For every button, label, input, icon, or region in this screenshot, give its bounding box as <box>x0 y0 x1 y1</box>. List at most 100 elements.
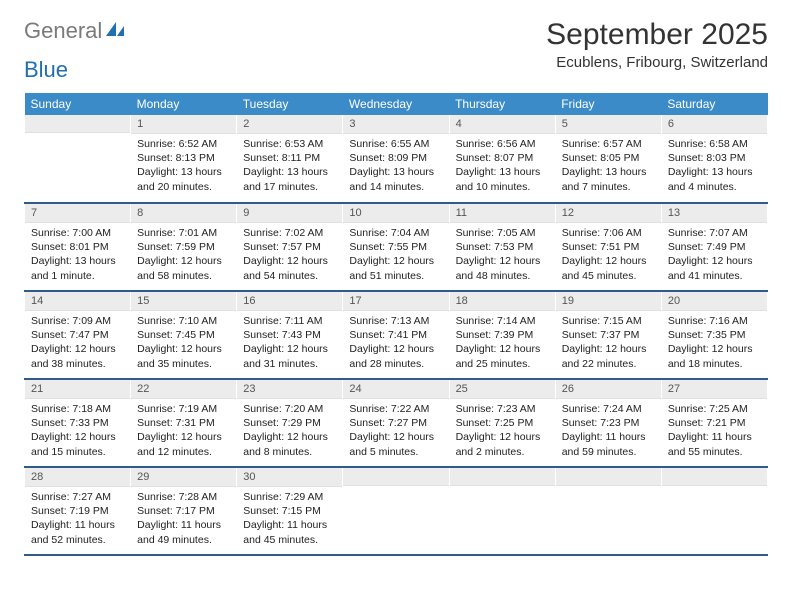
calendar-cell: 22Sunrise: 7:19 AMSunset: 7:31 PMDayligh… <box>131 379 237 467</box>
day-number: 22 <box>131 380 236 399</box>
sunset-text: Sunset: 7:39 PM <box>456 328 549 342</box>
sunrise-text: Sunrise: 6:58 AM <box>668 137 761 151</box>
sunset-text: Sunset: 7:37 PM <box>562 328 655 342</box>
daylight-text: Daylight: 11 hours and 49 minutes. <box>137 518 230 546</box>
calendar-cell: 12 Sunrise: 7:06 AMSunset: 7:51 PMDayligh… <box>555 203 661 291</box>
daylight-text: Daylight: 12 hours and 18 minutes. <box>668 342 761 370</box>
day-number: 12 <box>556 204 661 223</box>
sunset-text: Sunset: 8:11 PM <box>243 151 336 165</box>
sunrise-text: Sunrise: 6:57 AM <box>562 137 655 151</box>
day-details: Sunrise: 7:28 AMSunset: 7:17 PMDaylight:… <box>131 487 236 551</box>
daylight-text: Daylight: 12 hours and 58 minutes. <box>137 254 230 282</box>
daylight-text: Daylight: 12 hours and 12 minutes. <box>137 430 230 458</box>
sunset-text: Sunset: 7:57 PM <box>243 240 336 254</box>
sunset-text: Sunset: 7:51 PM <box>562 240 655 254</box>
day-number: 30 <box>237 468 342 487</box>
day-number: 17 <box>343 292 448 311</box>
title-block: September 2025 Ecublens, Fribourg, Switz… <box>546 18 768 71</box>
day-number: 9 <box>237 204 342 223</box>
calendar-cell: 16Sunrise: 7:11 AMSunset: 7:43 PMDayligh… <box>237 291 343 379</box>
daylight-text: Daylight: 12 hours and 31 minutes. <box>243 342 336 370</box>
sunset-text: Sunset: 7:21 PM <box>668 416 761 430</box>
calendar-cell: 9Sunrise: 7:02 AMSunset: 7:57 PMDaylight… <box>237 203 343 291</box>
day-number: 14 <box>25 292 130 311</box>
day-number: 8 <box>131 204 236 223</box>
daylight-text: Daylight: 12 hours and 8 minutes. <box>243 430 336 458</box>
month-title: September 2025 <box>546 18 768 52</box>
sunset-text: Sunset: 7:17 PM <box>137 504 230 518</box>
daylight-text: Daylight: 13 hours and 10 minutes. <box>456 165 549 193</box>
calendar-cell: 18Sunrise: 7:14 AMSunset: 7:39 PMDayligh… <box>449 291 555 379</box>
logo: General <box>24 18 128 44</box>
daylight-text: Daylight: 12 hours and 45 minutes. <box>562 254 655 282</box>
day-number: 23 <box>237 380 342 399</box>
day-details: Sunrise: 7:20 AMSunset: 7:29 PMDaylight:… <box>237 399 342 463</box>
sunrise-text: Sunrise: 7:02 AM <box>243 226 336 240</box>
sunrise-text: Sunrise: 7:18 AM <box>31 402 124 416</box>
calendar-cell: 27Sunrise: 7:25 AMSunset: 7:21 PMDayligh… <box>661 379 767 467</box>
sunrise-text: Sunrise: 7:24 AM <box>562 402 655 416</box>
calendar-week-row: 1Sunrise: 6:52 AMSunset: 8:13 PMDaylight… <box>25 115 768 203</box>
calendar-cell: 26Sunrise: 7:24 AMSunset: 7:23 PMDayligh… <box>555 379 661 467</box>
daylight-text: Daylight: 12 hours and 28 minutes. <box>349 342 442 370</box>
sunset-text: Sunset: 7:31 PM <box>137 416 230 430</box>
daylight-text: Daylight: 12 hours and 25 minutes. <box>456 342 549 370</box>
calendar-cell: 20Sunrise: 7:16 AMSunset: 7:35 PMDayligh… <box>661 291 767 379</box>
sunrise-text: Sunrise: 7:04 AM <box>349 226 442 240</box>
sunrise-text: Sunrise: 6:56 AM <box>456 137 549 151</box>
sunrise-text: Sunrise: 7:14 AM <box>456 314 549 328</box>
sunrise-text: Sunrise: 7:29 AM <box>243 490 336 504</box>
daylight-text: Daylight: 12 hours and 22 minutes. <box>562 342 655 370</box>
day-number: 4 <box>450 115 555 134</box>
day-number: 20 <box>662 292 767 311</box>
sunset-text: Sunset: 8:03 PM <box>668 151 761 165</box>
day-number <box>662 468 767 486</box>
logo-sail-icon <box>104 20 126 43</box>
daylight-text: Daylight: 13 hours and 17 minutes. <box>243 165 336 193</box>
sunset-text: Sunset: 7:59 PM <box>137 240 230 254</box>
sunrise-text: Sunrise: 7:05 AM <box>456 226 549 240</box>
sunset-text: Sunset: 7:55 PM <box>349 240 442 254</box>
weekday-header: Monday <box>131 93 237 115</box>
day-number: 11 <box>450 204 555 223</box>
day-details: Sunrise: 6:58 AMSunset: 8:03 PMDaylight:… <box>662 134 767 198</box>
sunrise-text: Sunrise: 7:13 AM <box>349 314 442 328</box>
sunset-text: Sunset: 7:45 PM <box>137 328 230 342</box>
day-details: Sunrise: 7:15 AMSunset: 7:37 PMDaylight:… <box>556 311 661 375</box>
calendar-cell: 29Sunrise: 7:28 AMSunset: 7:17 PMDayligh… <box>131 467 237 555</box>
sunrise-text: Sunrise: 7:01 AM <box>137 226 230 240</box>
calendar-cell: 4 Sunrise: 6:56 AMSunset: 8:07 PMDaylight… <box>449 115 555 203</box>
sunset-text: Sunset: 7:43 PM <box>243 328 336 342</box>
sunrise-text: Sunrise: 7:06 AM <box>562 226 655 240</box>
sunrise-text: Sunrise: 7:07 AM <box>668 226 761 240</box>
sunset-text: Sunset: 8:07 PM <box>456 151 549 165</box>
calendar-week-row: 7Sunrise: 7:00 AMSunset: 8:01 PMDaylight… <box>25 203 768 291</box>
day-details: Sunrise: 7:14 AMSunset: 7:39 PMDaylight:… <box>450 311 555 375</box>
day-number <box>556 468 661 486</box>
calendar-cell <box>449 467 555 555</box>
calendar-cell: 5Sunrise: 6:57 AMSunset: 8:05 PMDaylight… <box>555 115 661 203</box>
day-details: Sunrise: 7:01 AMSunset: 7:59 PMDaylight:… <box>131 223 236 287</box>
logo-text-blue: Blue <box>24 57 68 83</box>
weekday-header: Tuesday <box>237 93 343 115</box>
sunrise-text: Sunrise: 6:53 AM <box>243 137 336 151</box>
sunset-text: Sunset: 7:25 PM <box>456 416 549 430</box>
day-details: Sunrise: 7:18 AMSunset: 7:33 PMDaylight:… <box>25 399 130 463</box>
day-details: Sunrise: 7:11 AMSunset: 7:43 PMDaylight:… <box>237 311 342 375</box>
sunrise-text: Sunrise: 7:27 AM <box>31 490 124 504</box>
daylight-text: Daylight: 13 hours and 4 minutes. <box>668 165 761 193</box>
daylight-text: Daylight: 12 hours and 48 minutes. <box>456 254 549 282</box>
sunrise-text: Sunrise: 7:20 AM <box>243 402 336 416</box>
day-details: Sunrise: 7:29 AMSunset: 7:15 PMDaylight:… <box>237 487 342 551</box>
calendar-cell: 25Sunrise: 7:23 AMSunset: 7:25 PMDayligh… <box>449 379 555 467</box>
day-details: Sunrise: 7:04 AMSunset: 7:55 PMDaylight:… <box>343 223 448 287</box>
sunset-text: Sunset: 7:19 PM <box>31 504 124 518</box>
calendar-cell: 21Sunrise: 7:18 AMSunset: 7:33 PMDayligh… <box>25 379 131 467</box>
day-number: 5 <box>556 115 661 134</box>
calendar-cell: 28Sunrise: 7:27 AMSunset: 7:19 PMDayligh… <box>25 467 131 555</box>
day-details: Sunrise: 7:05 AMSunset: 7:53 PMDaylight:… <box>450 223 555 287</box>
sunset-text: Sunset: 7:27 PM <box>349 416 442 430</box>
daylight-text: Daylight: 12 hours and 51 minutes. <box>349 254 442 282</box>
sunset-text: Sunset: 7:53 PM <box>456 240 549 254</box>
calendar-cell: 23Sunrise: 7:20 AMSunset: 7:29 PMDayligh… <box>237 379 343 467</box>
